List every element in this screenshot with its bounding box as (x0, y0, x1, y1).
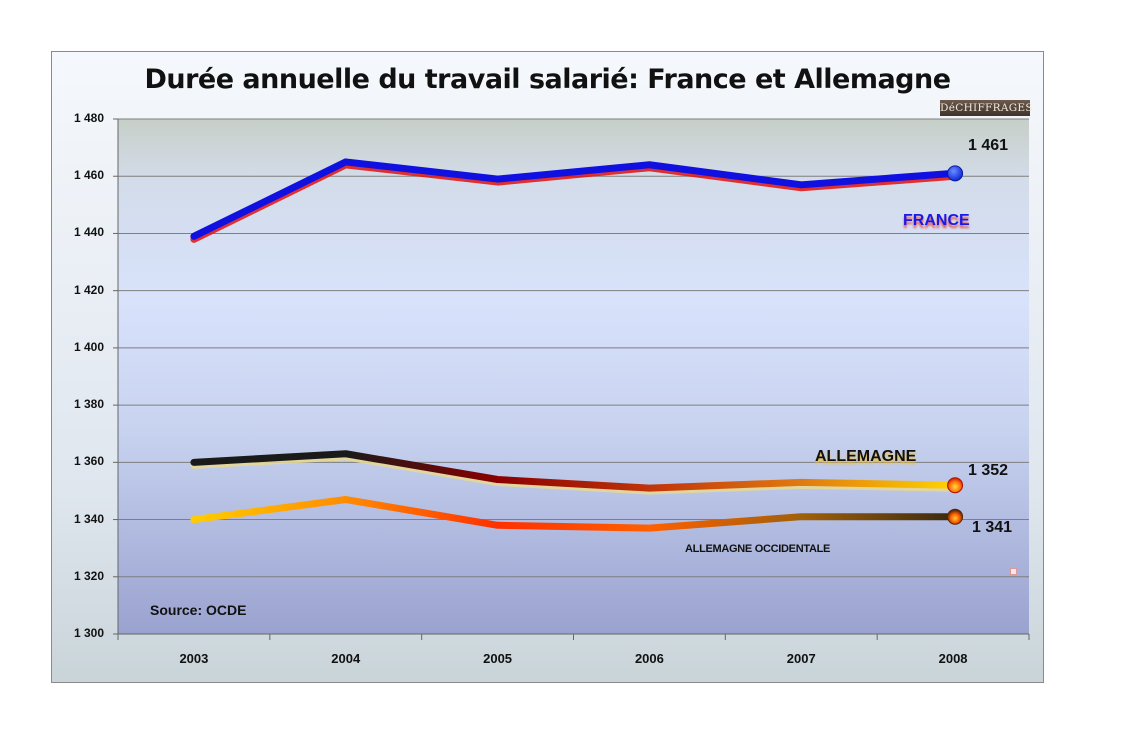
series-label-allemagne-occidentale: ALLEMAGNE OCCIDENTALE (685, 543, 831, 555)
y-tick-label: 1 360 (73, 454, 104, 469)
series-label-france: FRANCE (903, 212, 970, 229)
series-label-allemagne: ALLEMAGNE (815, 448, 917, 465)
series-line-1 (190, 450, 957, 492)
y-tick-label: 1 380 (73, 397, 104, 412)
y-tick-label: 1 420 (73, 282, 104, 297)
chart-title: Durée annuelle du travail salarié: Franc… (144, 64, 951, 95)
x-tick-label: 2006 (634, 651, 664, 666)
y-tick-label: 1 480 (73, 111, 104, 125)
end-label-allemagne-occidentale: 1 341 (972, 519, 1013, 536)
y-tick-label: 1 340 (73, 511, 104, 526)
x-tick-label: 2005 (483, 651, 513, 666)
x-tick-label: 2008 (938, 651, 968, 666)
x-tick-label: 2007 (786, 651, 816, 666)
x-tick-label: 2003 (179, 651, 209, 666)
end-marker-2 (947, 508, 964, 525)
y-tick-label: 1 320 (73, 568, 104, 583)
end-marker-0 (947, 165, 964, 182)
source-note: Source: OCDE (150, 602, 247, 618)
end-label-france: 1 461 (968, 137, 1009, 154)
plot-area (118, 119, 1029, 634)
logo: DéCHIFFRAGES (940, 100, 1033, 116)
series-line-0 (190, 158, 957, 240)
legend-marker (1010, 568, 1017, 575)
y-tick-label: 1 300 (73, 626, 104, 640)
series-line-2 (190, 496, 957, 532)
end-label-allemagne: 1 352 (968, 462, 1009, 479)
y-tick-label: 1 460 (73, 168, 104, 183)
x-tick-label: 2004 (331, 651, 361, 666)
end-marker-1 (947, 477, 964, 494)
y-tick-label: 1 440 (73, 225, 104, 240)
y-tick-label: 1 400 (73, 339, 104, 354)
